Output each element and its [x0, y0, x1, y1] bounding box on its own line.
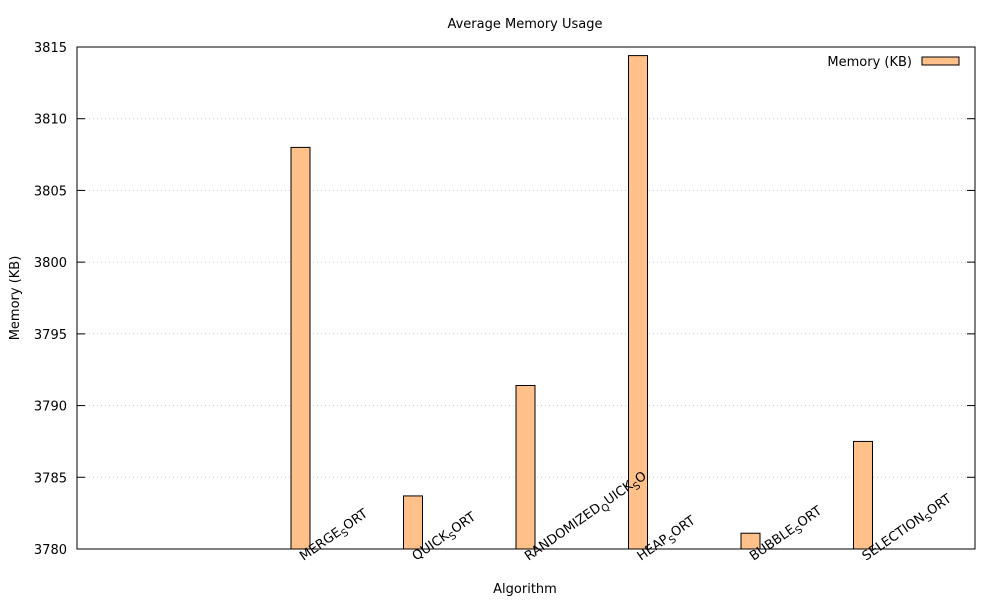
y-axis-label: Memory (KB): [8, 256, 23, 341]
y-tick-label: 3805: [34, 184, 67, 199]
y-tick-label: 3780: [34, 543, 67, 558]
y-tick-label: 3795: [34, 328, 67, 343]
chart-title: Average Memory Usage: [447, 17, 602, 32]
bar-randomized-quick-sort: [515, 384, 536, 550]
x-tick-label: SELECTIONSORT: [860, 492, 957, 567]
legend-swatch: [921, 56, 960, 66]
x-axis-label: Algorithm: [493, 582, 557, 597]
y-tick-label: 3790: [34, 400, 67, 415]
bar-selection-sort: [853, 440, 873, 550]
plot-frame: [76, 46, 976, 550]
legend-label: Memory (KB): [827, 55, 912, 70]
y-tick-label: 3810: [34, 113, 67, 128]
y-tick-label: 3800: [34, 256, 67, 271]
bar-merge-sort: [290, 146, 311, 550]
y-tick-label: 3815: [34, 41, 67, 56]
y-tick-label: 3785: [34, 471, 67, 486]
bars: [290, 55, 873, 550]
y-axis-ticks: 3780 3785 3790 3795 3800 3805 3810 3815: [34, 41, 975, 558]
bar-quick-sort: [403, 495, 423, 550]
legend: Memory (KB): [827, 55, 960, 70]
